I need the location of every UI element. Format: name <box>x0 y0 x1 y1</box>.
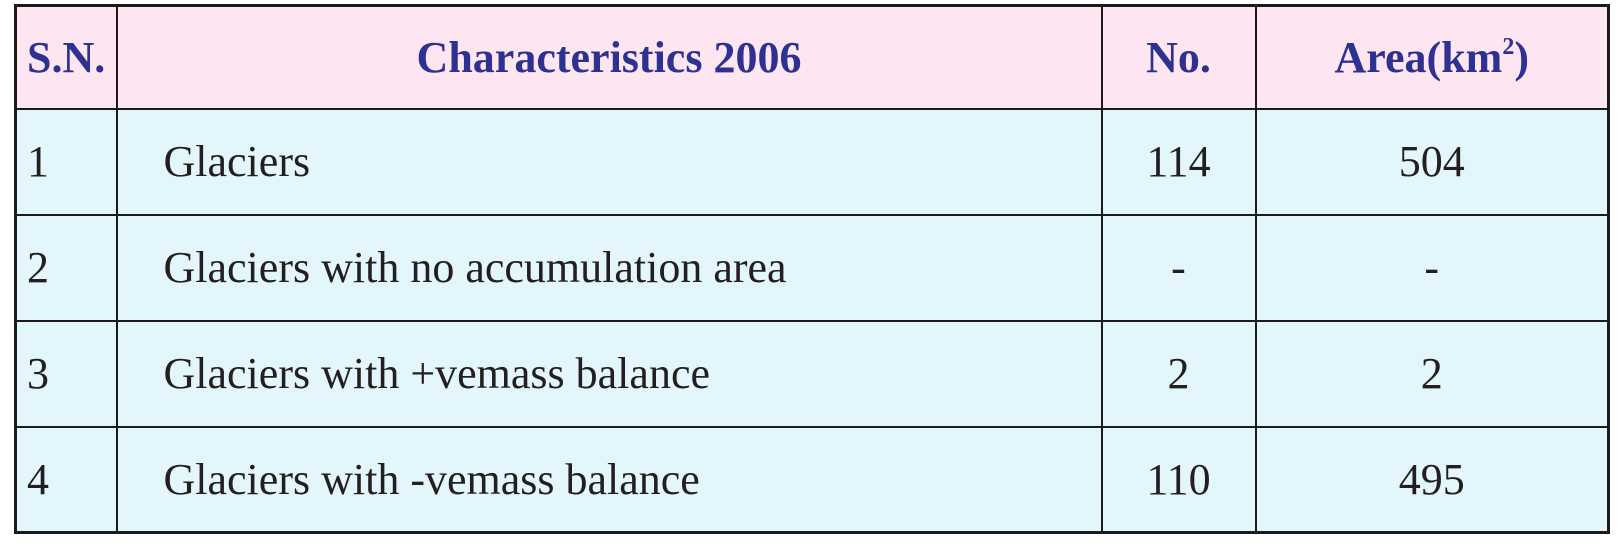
cell-sn: 1 <box>14 107 118 216</box>
header-area-label: Area(km <box>1334 32 1503 82</box>
header-row: S.N. Characteristics 2006 No. Area(km2) <box>14 4 1610 110</box>
cell-characteristic: Glaciers with +vemass balance <box>115 319 1103 428</box>
glacier-characteristics-table: S.N. Characteristics 2006 No. Area(km2) … <box>14 4 1610 534</box>
header-no: No. <box>1100 4 1257 110</box>
cell-sn: 4 <box>14 425 118 534</box>
header-sn: S.N. <box>14 4 118 110</box>
cell-sn: 3 <box>14 319 118 428</box>
header-area-superscript: 2 <box>1502 33 1515 60</box>
table-row: 3 Glaciers with +vemass balance 2 2 <box>14 319 1610 428</box>
table-row: 4 Glaciers with -vemass balance 110 495 <box>14 425 1610 534</box>
header-area: Area(km2) <box>1254 4 1610 110</box>
cell-no: 110 <box>1100 425 1257 534</box>
table-row: 1 Glaciers 114 504 <box>14 107 1610 216</box>
cell-sn: 2 <box>14 213 118 322</box>
table-row: 2 Glaciers with no accumulation area - - <box>14 213 1610 322</box>
cell-no: - <box>1100 213 1257 322</box>
cell-area: 495 <box>1254 425 1610 534</box>
cell-area: - <box>1254 213 1610 322</box>
cell-no: 114 <box>1100 107 1257 216</box>
cell-area: 504 <box>1254 107 1610 216</box>
cell-area: 2 <box>1254 319 1610 428</box>
header-characteristics: Characteristics 2006 <box>115 4 1103 110</box>
cell-characteristic: Glaciers <box>115 107 1103 216</box>
cell-no: 2 <box>1100 319 1257 428</box>
cell-characteristic: Glaciers with -vemass balance <box>115 425 1103 534</box>
glacier-characteristics-table-container: S.N. Characteristics 2006 No. Area(km2) … <box>14 4 1610 534</box>
cell-characteristic: Glaciers with no accumulation area <box>115 213 1103 322</box>
header-area-close: ) <box>1514 32 1529 82</box>
